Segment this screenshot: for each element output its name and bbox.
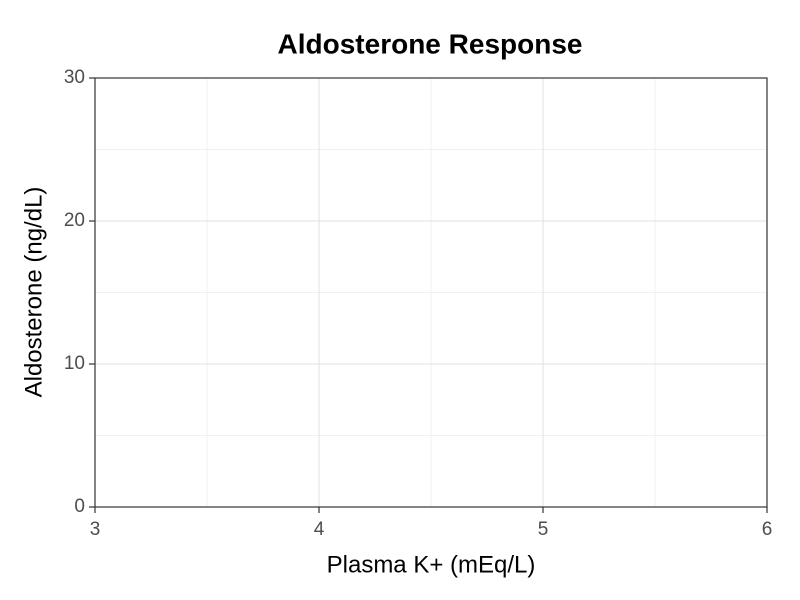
x-tick-label: 5 (538, 519, 549, 540)
y-tick-label: 10 (64, 353, 85, 374)
y-tick-label: 20 (64, 210, 85, 231)
y-axis-label: Aldosterone (ng/dL) (20, 187, 47, 398)
panel-border (94, 77, 768, 508)
y-tick-label: 30 (64, 67, 85, 88)
x-tick-label: 4 (314, 519, 325, 540)
x-tick-label: 3 (90, 519, 101, 540)
x-axis-label: Plasma K+ (mEq/L) (327, 551, 536, 578)
x-tick-label: 6 (762, 519, 773, 540)
axes: 3 4 5 6 0 10 20 30 (64, 67, 772, 540)
y-tick-label: 0 (74, 496, 85, 517)
chart-title: Aldosterone Response (278, 28, 583, 59)
